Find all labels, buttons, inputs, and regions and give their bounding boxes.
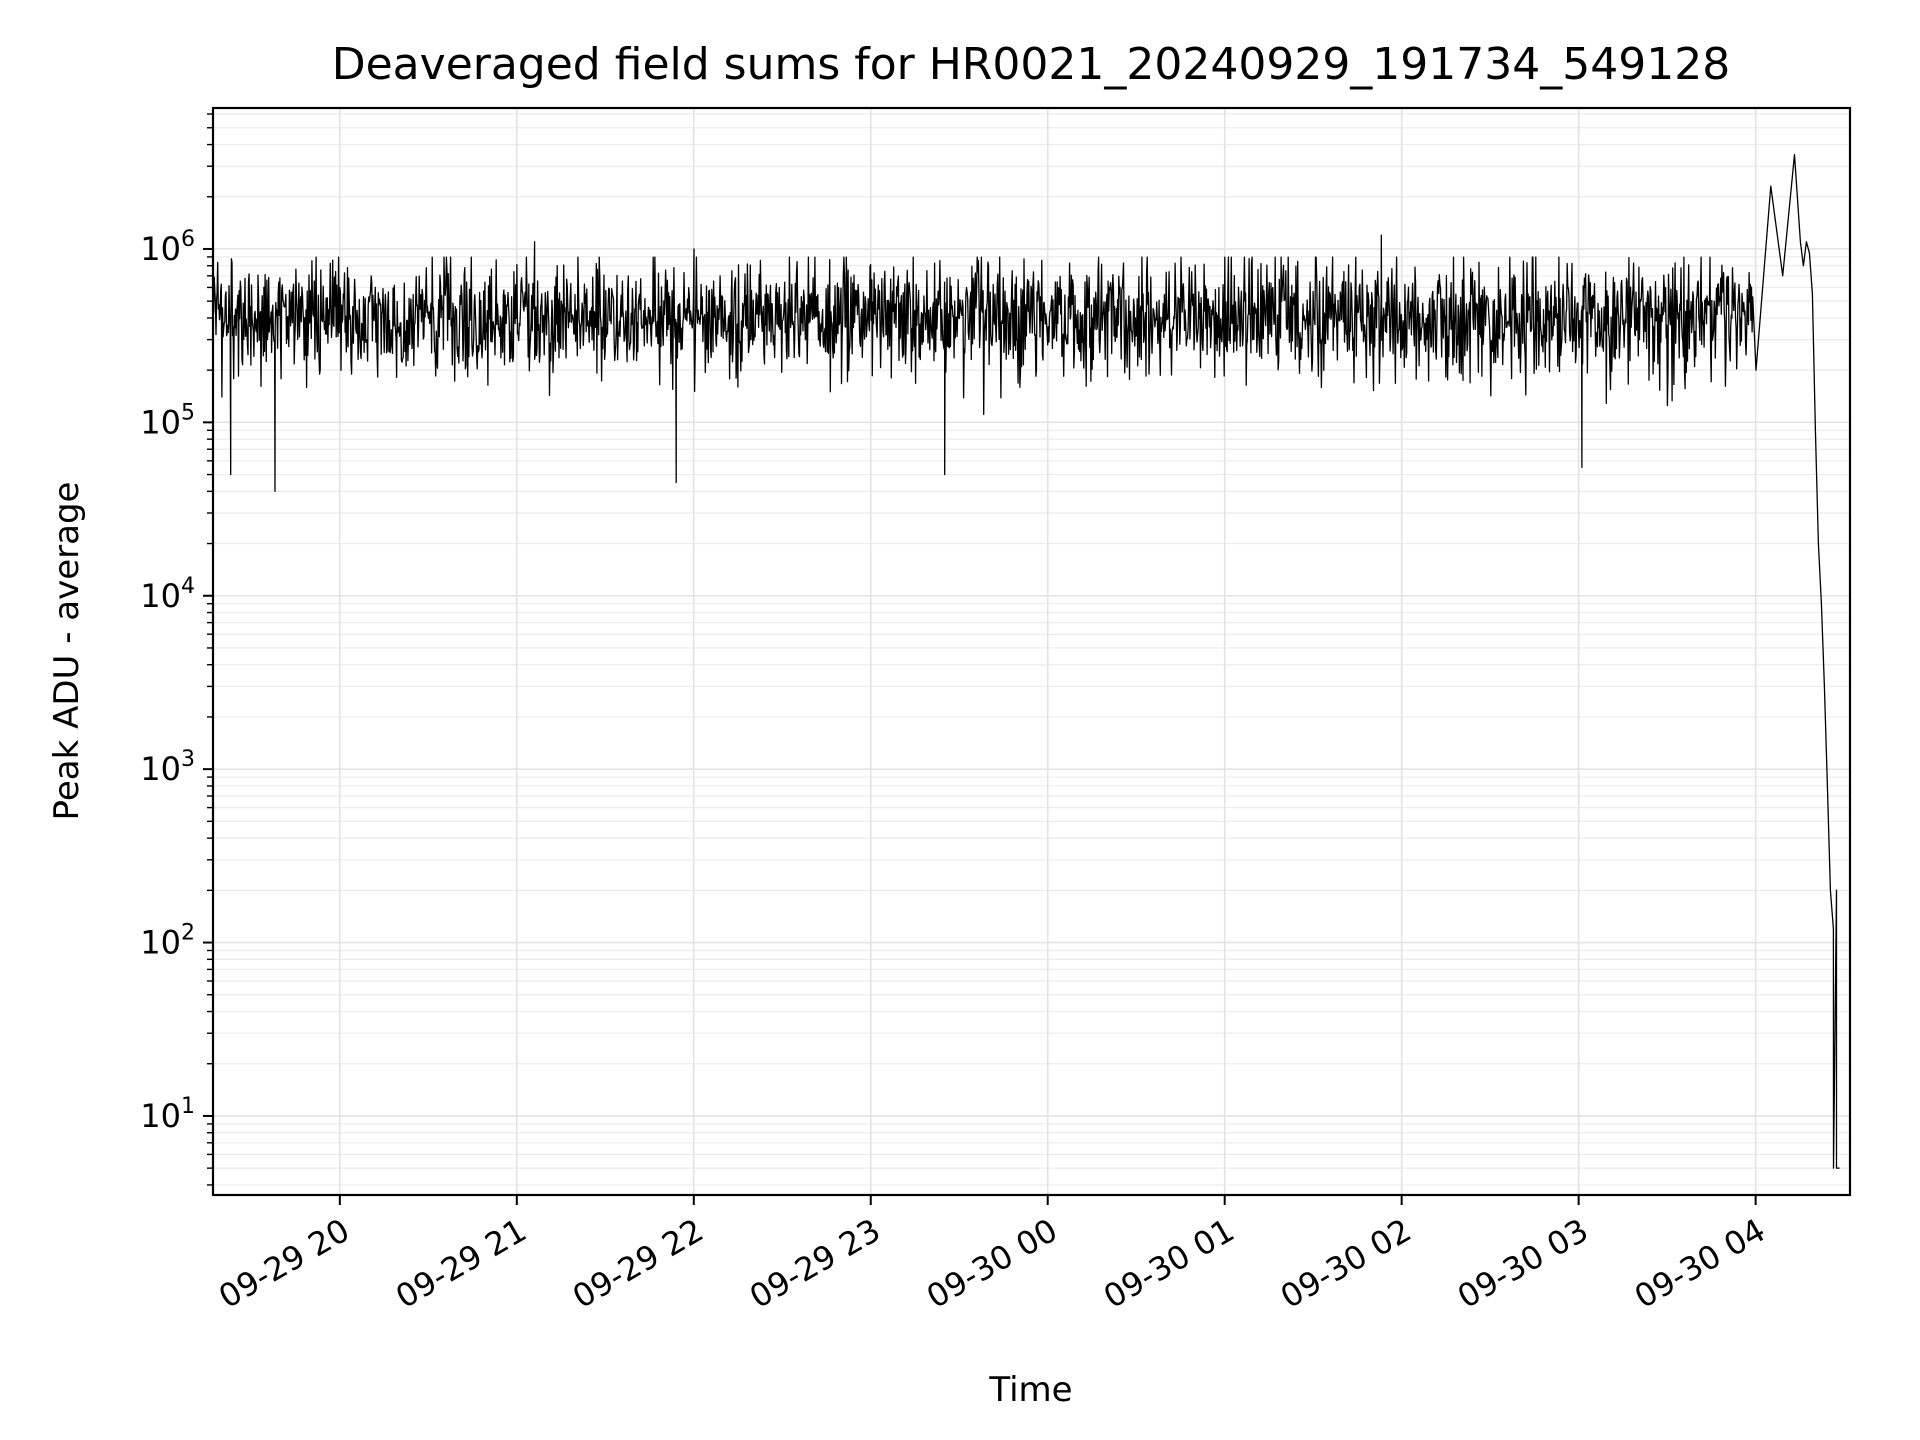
y-tick-label: 106 (140, 227, 195, 268)
y-tick-label-exponent: 5 (181, 400, 195, 425)
y-tick-label-base: 10 (140, 750, 181, 788)
y-tick-label-exponent: 6 (181, 227, 195, 252)
x-tick-label: 09-29 20 (212, 1211, 356, 1316)
y-tick-label: 103 (140, 747, 195, 788)
y-tick-label-exponent: 3 (181, 747, 195, 772)
y-tick-label-exponent: 4 (181, 574, 195, 599)
y-tick-label: 102 (140, 921, 195, 962)
y-tick-label: 105 (140, 400, 195, 441)
x-axis-label: Time (988, 1370, 1072, 1410)
plot-frame (211, 106, 1852, 1197)
y-tick-label-base: 10 (140, 230, 181, 268)
y-tick-label-base: 10 (140, 577, 181, 615)
grid (213, 108, 1850, 1195)
x-tick-label: 09-29 22 (566, 1211, 710, 1316)
y-tick-label: 104 (140, 574, 195, 615)
x-tick-label: 09-30 00 (920, 1211, 1064, 1316)
y-tick-label-base: 10 (140, 1097, 181, 1135)
series-layer (212, 153, 1841, 1169)
y-tick-label-base: 10 (140, 924, 181, 962)
x-tick-label: 09-30 04 (1628, 1211, 1772, 1316)
x-tick-label: 09-29 23 (743, 1211, 887, 1316)
series-line (212, 153, 1841, 1169)
x-tick-labels: 09-29 20 09-29 21 09-29 22 09-29 23 09-30 00… (212, 1211, 1771, 1316)
x-tick-label: 09-30 02 (1274, 1211, 1418, 1316)
ticks (203, 113, 1757, 1205)
x-tick-label: 09-30 01 (1097, 1211, 1241, 1316)
y-tick-label-exponent: 2 (181, 921, 195, 946)
chart-title: Deaveraged field sums for HR0021_2024092… (332, 39, 1731, 90)
x-tick-label: 09-30 03 (1451, 1211, 1595, 1316)
y-tick-label-base: 10 (140, 403, 181, 441)
y-axis-label: Peak ADU - average (47, 482, 87, 821)
y-tick-label-exponent: 1 (181, 1094, 195, 1119)
x-tick-label: 09-29 21 (389, 1211, 533, 1316)
y-tick-label: 101 (140, 1094, 195, 1135)
